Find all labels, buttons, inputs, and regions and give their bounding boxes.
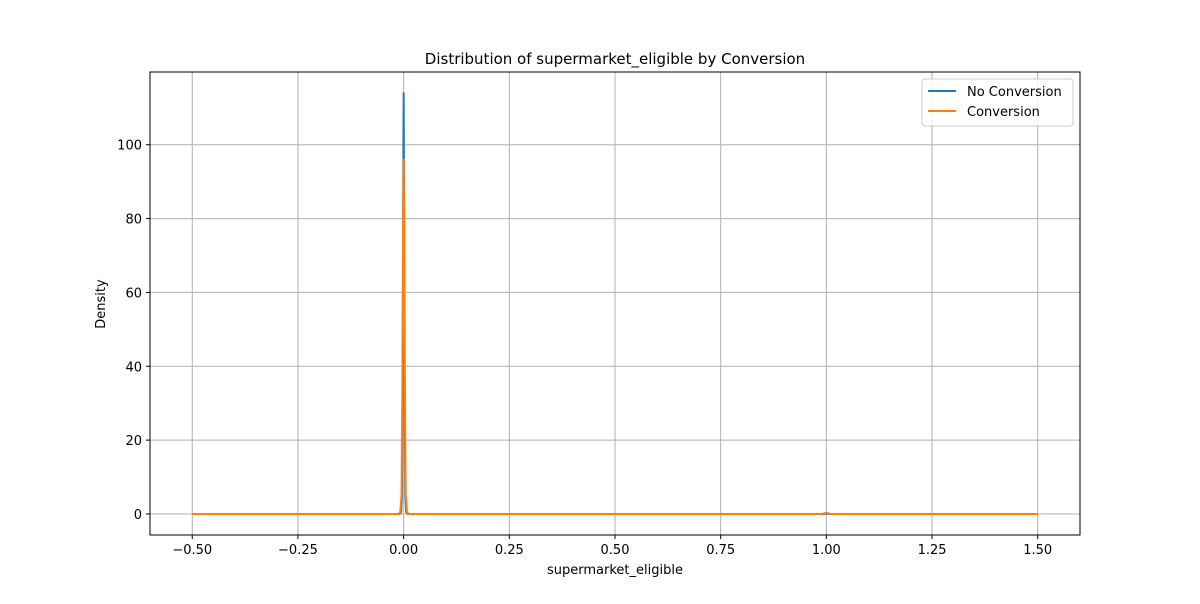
x-tick-label: 1.25 bbox=[918, 543, 947, 558]
series-lines bbox=[192, 92, 1038, 515]
x-tick-label: 0.75 bbox=[706, 543, 735, 558]
series-line-conversion bbox=[192, 158, 1038, 515]
x-tick-label: 0.25 bbox=[495, 543, 524, 558]
legend-label: Conversion bbox=[967, 105, 1040, 120]
y-axis-ticks: 0 20 40 60 80 100 bbox=[117, 139, 150, 523]
x-axis-label: supermarket_eligible bbox=[547, 563, 683, 578]
x-tick-label: −0.50 bbox=[172, 543, 212, 558]
y-tick-label: 0 bbox=[134, 508, 142, 523]
x-tick-label: 1.50 bbox=[1023, 543, 1052, 558]
y-tick-label: 20 bbox=[125, 434, 142, 449]
y-tick-label: 100 bbox=[117, 139, 142, 154]
y-tick-label: 40 bbox=[125, 360, 142, 375]
chart-title: Distribution of supermarket_eligible by … bbox=[425, 50, 805, 69]
y-tick-label: 60 bbox=[125, 286, 142, 301]
legend-label: No Conversion bbox=[967, 85, 1062, 100]
x-axis-ticks: −0.50 −0.25 0.00 0.25 0.50 0.75 1.00 1.25 1.50 bbox=[172, 535, 1052, 558]
x-tick-label: −0.25 bbox=[278, 543, 318, 558]
legend-box bbox=[921, 78, 1074, 127]
x-tick-label: 0.00 bbox=[389, 543, 418, 558]
legend: No Conversion Conversion bbox=[921, 78, 1074, 127]
x-tick-label: 1.00 bbox=[812, 543, 841, 558]
y-axis-label: Density bbox=[94, 279, 109, 329]
y-tick-label: 80 bbox=[125, 213, 142, 228]
x-tick-label: 0.50 bbox=[601, 543, 630, 558]
